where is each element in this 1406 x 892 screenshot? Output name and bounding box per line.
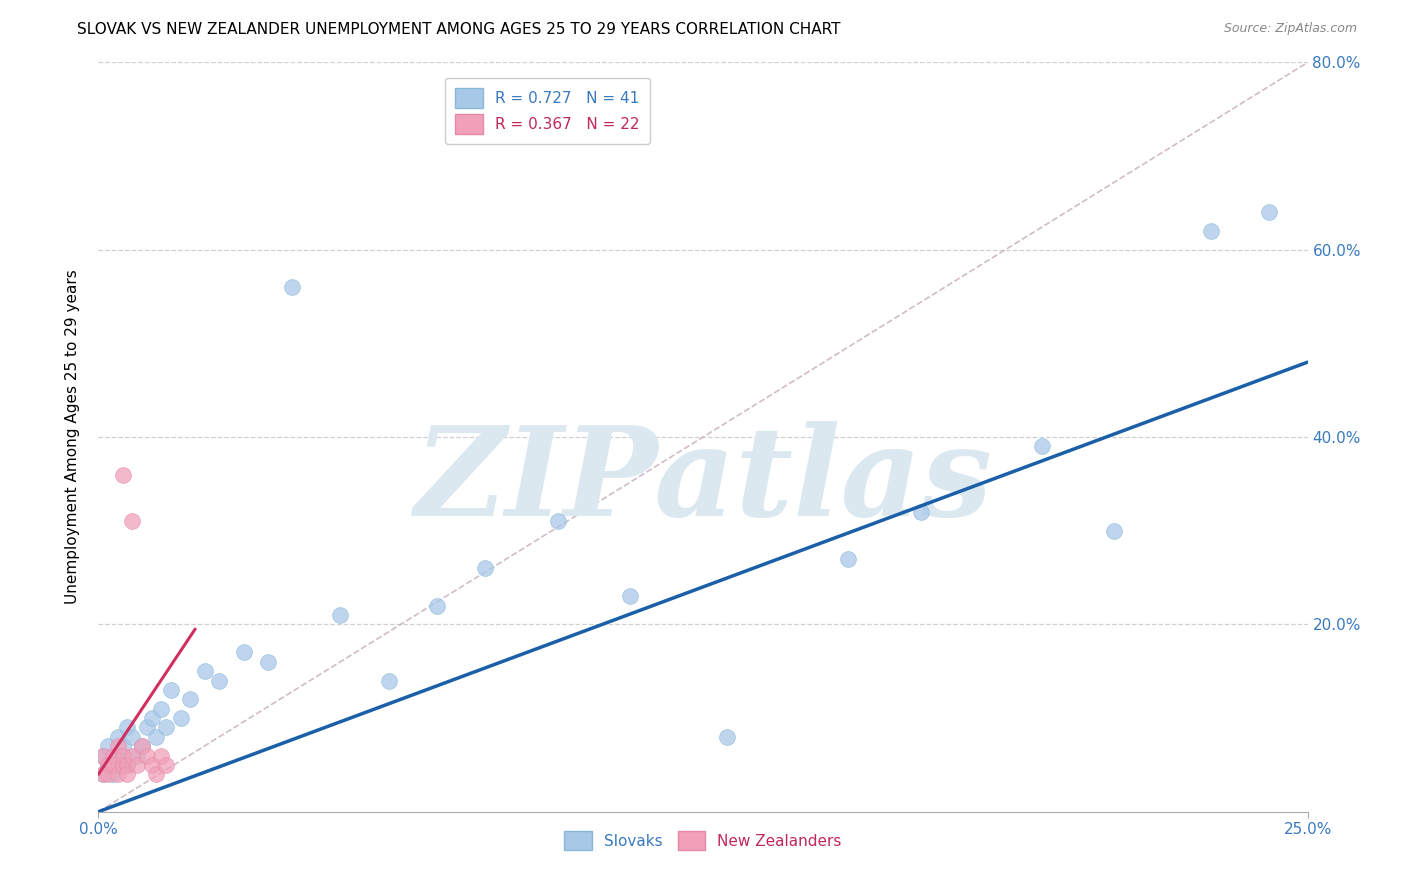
Point bbox=[910, 505, 932, 519]
Text: SLOVAK VS NEW ZEALANDER UNEMPLOYMENT AMONG AGES 25 TO 29 YEARS CORRELATION CHART: SLOVAK VS NEW ZEALANDER UNEMPLOYMENT AMO… bbox=[77, 22, 841, 37]
Point bbox=[837, 551, 859, 566]
Point bbox=[547, 514, 569, 528]
Point bbox=[131, 739, 153, 753]
Point bbox=[97, 739, 120, 753]
Point bbox=[377, 673, 399, 688]
Point bbox=[208, 673, 231, 688]
Point bbox=[111, 758, 134, 772]
Point bbox=[141, 711, 163, 725]
Point bbox=[179, 692, 201, 706]
Point bbox=[107, 739, 129, 753]
Point bbox=[107, 730, 129, 744]
Point bbox=[135, 748, 157, 763]
Point bbox=[101, 748, 124, 763]
Point bbox=[111, 748, 134, 763]
Point bbox=[117, 721, 139, 735]
Point bbox=[121, 514, 143, 528]
Point bbox=[1257, 205, 1279, 219]
Point bbox=[426, 599, 449, 613]
Point bbox=[91, 767, 114, 781]
Point bbox=[101, 767, 124, 781]
Point bbox=[91, 767, 114, 781]
Point bbox=[281, 280, 304, 294]
Point bbox=[169, 711, 191, 725]
Legend: Slovaks, New Zealanders: Slovaks, New Zealanders bbox=[558, 825, 848, 856]
Point bbox=[160, 683, 183, 698]
Point bbox=[117, 758, 139, 772]
Point bbox=[1102, 524, 1125, 538]
Point bbox=[716, 730, 738, 744]
Point bbox=[1199, 224, 1222, 238]
Point bbox=[329, 608, 352, 623]
Point bbox=[141, 758, 163, 772]
Point bbox=[135, 721, 157, 735]
Point bbox=[194, 664, 217, 679]
Point bbox=[155, 758, 177, 772]
Point bbox=[117, 767, 139, 781]
Point bbox=[101, 748, 124, 763]
Point bbox=[117, 758, 139, 772]
Point bbox=[232, 646, 254, 660]
Point bbox=[619, 590, 641, 604]
Point bbox=[97, 767, 120, 781]
Text: ZIPatlas: ZIPatlas bbox=[413, 421, 993, 543]
Point bbox=[127, 758, 149, 772]
Point bbox=[91, 748, 114, 763]
Point bbox=[111, 467, 134, 482]
Point bbox=[91, 748, 114, 763]
Point bbox=[121, 730, 143, 744]
Point bbox=[127, 748, 149, 763]
Point bbox=[107, 767, 129, 781]
Point bbox=[111, 739, 134, 753]
Point bbox=[121, 748, 143, 763]
Text: Source: ZipAtlas.com: Source: ZipAtlas.com bbox=[1223, 22, 1357, 36]
Point bbox=[131, 739, 153, 753]
Point bbox=[101, 758, 124, 772]
Point bbox=[474, 561, 496, 575]
Point bbox=[150, 748, 173, 763]
Point bbox=[145, 730, 167, 744]
Point bbox=[97, 758, 120, 772]
Point bbox=[107, 758, 129, 772]
Y-axis label: Unemployment Among Ages 25 to 29 years: Unemployment Among Ages 25 to 29 years bbox=[65, 269, 80, 605]
Point bbox=[256, 655, 278, 669]
Point bbox=[97, 758, 120, 772]
Point bbox=[1031, 440, 1053, 453]
Point bbox=[155, 721, 177, 735]
Point bbox=[111, 748, 134, 763]
Point bbox=[150, 701, 173, 715]
Point bbox=[145, 767, 167, 781]
